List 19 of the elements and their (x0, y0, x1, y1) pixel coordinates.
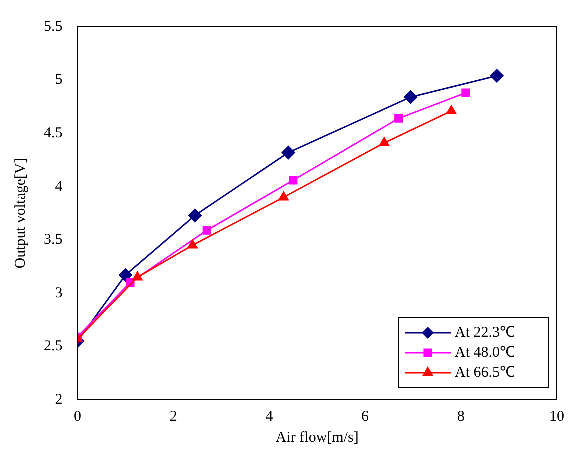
y-tick-label: 5.5 (44, 18, 63, 35)
y-tick-label: 3.5 (44, 232, 63, 248)
x-tick-label: 0 (74, 408, 82, 425)
x-tick-label: 8 (457, 408, 465, 425)
x-tick-label: 6 (362, 408, 370, 425)
y-tick-label: 2.5 (44, 338, 63, 355)
x-tick-label: 10 (550, 408, 564, 425)
y-tick-label: 3 (55, 285, 63, 302)
y-tick-label: 2 (55, 392, 63, 408)
x-axis-title: Air flow[m/s] (276, 430, 359, 446)
y-tick-label: 4.5 (44, 126, 63, 142)
y-tick-label: 5 (55, 72, 63, 88)
y-tick-label: 4 (55, 178, 64, 195)
legend-label: At 22.3℃ (455, 324, 515, 341)
legend-label: At 48.0℃ (455, 344, 515, 361)
y-axis-title: Output voltage[V] (12, 158, 29, 269)
x-tick-label: 4 (266, 408, 274, 425)
legend-label: At 66.5℃ (455, 364, 515, 381)
x-tick-label: 2 (170, 408, 178, 425)
